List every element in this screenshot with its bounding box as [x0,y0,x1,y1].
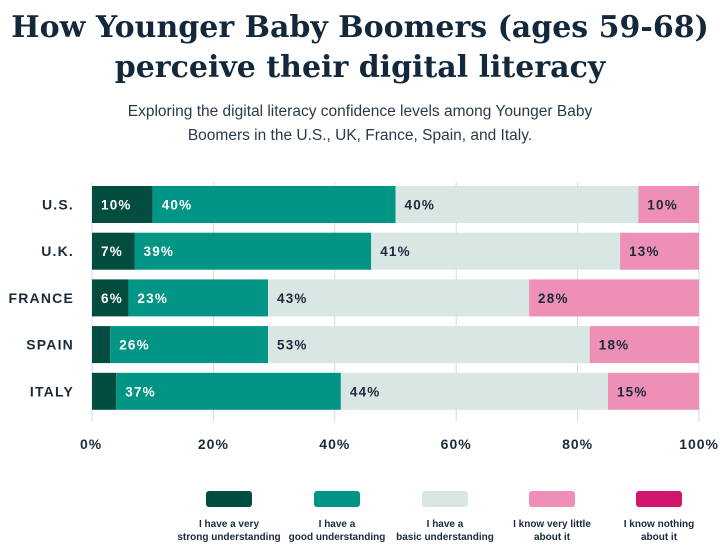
data-label: 6% [101,291,123,306]
x-tick-label: 0% [80,436,102,452]
x-tick-label: 20% [198,436,229,452]
data-label: 41% [380,244,411,259]
x-tick-label: 80% [562,436,593,452]
data-label: 39% [143,244,174,259]
data-label: 10% [101,198,132,213]
legend-swatch [636,491,682,507]
bar-segment [620,232,699,270]
bar-segment [268,326,590,364]
legend-swatch [314,491,360,507]
category-label: U.S. [42,197,74,213]
legend-label: I have a very [199,519,259,530]
legend-label: basic understanding [396,532,494,543]
bar-segment [371,232,621,270]
category-label: U.K. [41,243,74,259]
x-tick-label: 40% [319,436,350,452]
x-tick-label: 100% [679,436,719,452]
legend-label: I have a [427,519,464,530]
category-label: ITALY [30,383,74,399]
data-label: 18% [599,338,630,353]
data-label: 15% [617,384,648,399]
bar-segment [128,279,269,317]
chart-subtitle: Exploring the digital literacy confidenc… [127,103,593,144]
data-label: 53% [277,338,308,353]
data-label: 7% [101,244,123,259]
legend-swatch [206,491,252,507]
bar-segment [92,232,135,270]
bar-segment [589,326,699,364]
data-label: 44% [350,384,381,399]
legend-label: I know very little [513,519,591,530]
data-label: 43% [277,291,308,306]
legend-label: strong understanding [177,532,280,543]
category-label: SPAIN [26,337,74,353]
legend-label: about it [641,532,678,543]
chart-title: How Younger Baby Boomers (ages 59-68) pe… [11,10,709,85]
bar-segment [92,372,117,410]
data-label: 37% [125,384,156,399]
bar-segment [638,186,699,223]
category-label: FRANCE [8,290,74,306]
x-tick-label: 60% [441,436,472,452]
bar-segment [268,279,530,317]
bar-segment [340,372,608,410]
data-label: 40% [162,198,193,213]
legend-label: I have a [319,519,356,530]
bar-segment [92,279,129,317]
bar-segment [92,186,153,223]
bar-segment [152,186,396,223]
data-label: 28% [538,291,569,306]
bar-segment [529,279,699,317]
data-label: 10% [647,198,678,213]
data-label: 23% [137,291,168,306]
legend-label: good understanding [289,532,386,543]
data-label: 26% [119,338,150,353]
bar-segment [607,372,699,410]
bar-segment [92,326,111,364]
data-label: 13% [629,244,660,259]
bar-segment [110,326,269,364]
bar-segment [116,372,341,410]
legend-label: I know nothing [624,519,695,530]
legend-swatch [422,491,468,507]
data-label: 40% [405,198,436,213]
legend-label: about it [534,532,571,543]
legend-swatch [529,491,575,507]
bar-segment [134,232,372,270]
bar-segment [395,186,639,223]
